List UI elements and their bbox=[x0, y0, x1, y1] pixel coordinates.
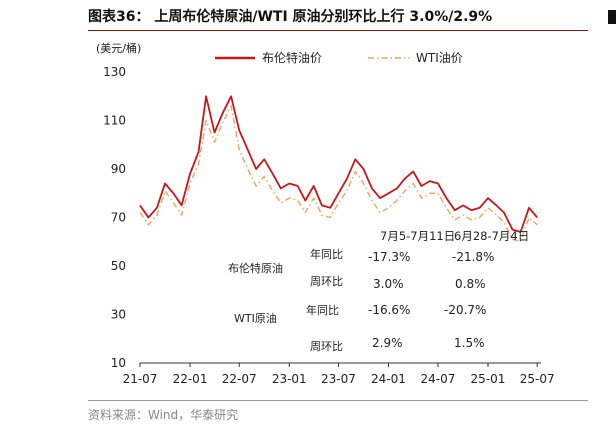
table-metric-wti-wow: 周环比 bbox=[310, 340, 343, 353]
adjacent-panel-edge bbox=[608, 10, 616, 24]
x-tick-label: 23-07 bbox=[321, 372, 356, 386]
table-group-brent: 布伦特原油 bbox=[228, 261, 283, 275]
title-rule bbox=[88, 30, 588, 31]
y-tick-label: 110 bbox=[103, 114, 126, 128]
series-line-wti bbox=[139, 105, 538, 243]
x-tick-label: 22-07 bbox=[222, 372, 257, 386]
table-value-wti-yoy-current: -16.6% bbox=[368, 303, 410, 317]
x-axis-ticks: 21-07 22-01 22-07 23-01 23-07 24-01 24-07 25-01… bbox=[123, 363, 555, 386]
y-axis-ticks: 10 30 50 70 90 110 130 bbox=[103, 65, 126, 370]
y-tick-label: 50 bbox=[111, 259, 126, 273]
table-metric-wti-yoy: 年同比 bbox=[306, 303, 339, 317]
table-group-wti: WTI原油 bbox=[234, 311, 277, 325]
y-tick-label: 130 bbox=[103, 65, 126, 79]
table-value-wti-yoy-previous: -20.7% bbox=[444, 303, 486, 317]
x-tick-label: 21-07 bbox=[123, 372, 158, 386]
x-tick-label: 24-07 bbox=[421, 372, 456, 386]
table-value-brent-yoy-current: -17.3% bbox=[368, 250, 410, 264]
x-tick-label: 23-01 bbox=[272, 372, 307, 386]
table-value-brent-wow-previous: 0.8% bbox=[455, 277, 486, 291]
series-line-brent bbox=[139, 95, 538, 233]
y-tick-label: 10 bbox=[111, 356, 126, 370]
y-unit-label: (美元/桶) bbox=[96, 41, 141, 55]
figure-title: 图表36： 上周布伦特原油/WTI 原油分别环比上行 3.0%/2.9% bbox=[88, 9, 493, 25]
x-tick-label: 24-01 bbox=[371, 372, 406, 386]
source-note: 资料来源：Wind，华泰研究 bbox=[88, 408, 239, 422]
table-header-previous-week: 6月28-7月4日 bbox=[454, 229, 529, 243]
table-value-wti-wow-current: 2.9% bbox=[372, 336, 403, 350]
series-lines bbox=[139, 95, 538, 243]
legend-label-wti: WTI油价 bbox=[416, 51, 463, 65]
x-tick-label: 25-07 bbox=[520, 372, 555, 386]
y-tick-label: 90 bbox=[111, 162, 126, 176]
table-metric-brent-wow: 周环比 bbox=[310, 275, 343, 288]
table-metric-brent-yoy: 年同比 bbox=[310, 247, 343, 261]
x-tick-label: 22-01 bbox=[173, 372, 208, 386]
y-tick-label: 70 bbox=[111, 211, 126, 225]
legend-label-brent: 布伦特油价 bbox=[262, 50, 322, 65]
y-tick-label: 30 bbox=[111, 308, 126, 322]
table-value-brent-yoy-previous: -21.8% bbox=[452, 250, 494, 264]
source-rule bbox=[88, 400, 588, 401]
table-value-brent-wow-current: 3.0% bbox=[373, 277, 404, 291]
table-header-current-week: 7月5-7月11日 bbox=[380, 229, 455, 243]
x-tick-label: 25-01 bbox=[471, 372, 506, 386]
table-value-wti-wow-previous: 1.5% bbox=[454, 336, 485, 350]
